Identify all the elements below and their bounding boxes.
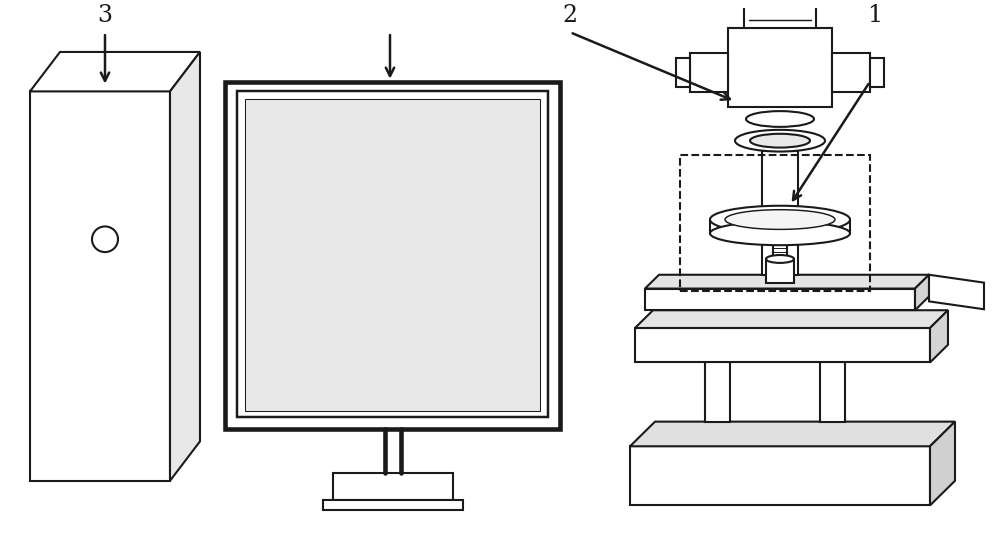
Polygon shape xyxy=(170,52,200,481)
Text: 3: 3 xyxy=(98,4,112,27)
Polygon shape xyxy=(832,53,870,93)
Ellipse shape xyxy=(766,255,794,263)
Ellipse shape xyxy=(746,111,814,127)
Polygon shape xyxy=(630,422,955,446)
Polygon shape xyxy=(690,53,728,93)
Polygon shape xyxy=(728,28,832,107)
Polygon shape xyxy=(930,422,955,506)
Polygon shape xyxy=(635,310,948,328)
Polygon shape xyxy=(929,275,984,309)
Polygon shape xyxy=(705,363,730,422)
Polygon shape xyxy=(766,259,794,282)
Polygon shape xyxy=(30,52,200,91)
Ellipse shape xyxy=(725,210,835,230)
Polygon shape xyxy=(635,328,930,363)
Polygon shape xyxy=(744,0,816,28)
Ellipse shape xyxy=(735,130,825,151)
Polygon shape xyxy=(762,150,798,275)
Polygon shape xyxy=(245,100,540,411)
Polygon shape xyxy=(820,363,845,422)
Ellipse shape xyxy=(710,206,850,233)
Ellipse shape xyxy=(750,134,810,148)
Text: 1: 1 xyxy=(867,4,883,27)
Polygon shape xyxy=(930,310,948,363)
Polygon shape xyxy=(645,288,915,310)
Polygon shape xyxy=(870,58,884,87)
Polygon shape xyxy=(630,446,930,506)
Polygon shape xyxy=(645,275,929,288)
Polygon shape xyxy=(237,91,548,417)
Circle shape xyxy=(92,226,118,252)
Polygon shape xyxy=(322,501,462,510)
Polygon shape xyxy=(30,91,170,481)
Polygon shape xyxy=(915,275,929,310)
Polygon shape xyxy=(332,473,452,501)
Polygon shape xyxy=(773,233,787,259)
Polygon shape xyxy=(225,81,560,429)
Polygon shape xyxy=(676,58,690,87)
Bar xyxy=(680,156,870,291)
Ellipse shape xyxy=(710,221,850,245)
Text: 2: 2 xyxy=(562,4,578,27)
